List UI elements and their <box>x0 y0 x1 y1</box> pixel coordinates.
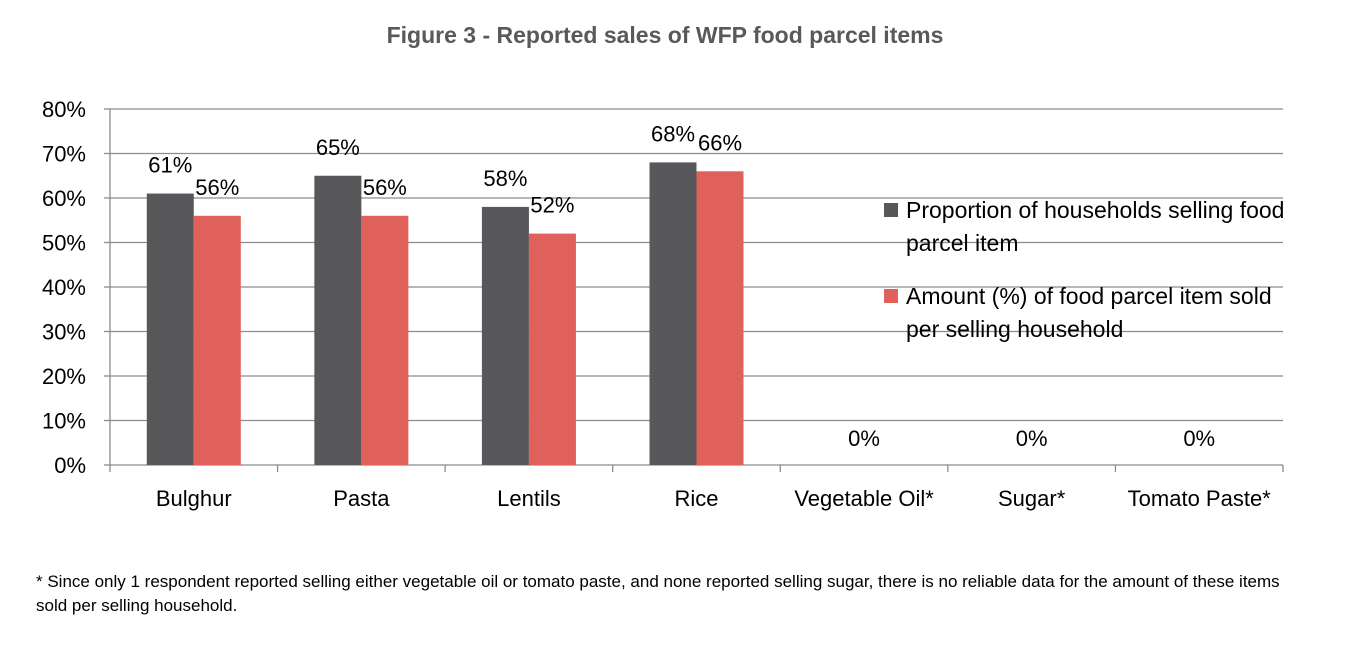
y-tick-label: 40% <box>42 275 86 300</box>
bar <box>146 193 194 466</box>
legend-item-amount: Amount (%) of food parcel item sold per … <box>884 280 1294 346</box>
data-label: 0% <box>848 426 880 451</box>
y-tick-label: 50% <box>42 231 86 256</box>
bar <box>528 233 576 465</box>
legend-label-households: Proportion of households selling food pa… <box>906 197 1285 256</box>
data-label: 65% <box>316 135 360 160</box>
data-label: 0% <box>1183 426 1215 451</box>
bar <box>314 175 362 465</box>
y-tick-label: 60% <box>42 186 86 211</box>
data-label: 56% <box>195 175 239 200</box>
bars <box>146 162 744 466</box>
x-tick-label: Tomato Paste* <box>1128 486 1272 511</box>
data-label: 56% <box>363 175 407 200</box>
x-tick-label: Lentils <box>497 486 561 511</box>
y-tick-label: 70% <box>42 142 86 167</box>
legend-item-households: Proportion of households selling food pa… <box>884 194 1294 260</box>
legend-label-amount: Amount (%) of food parcel item sold per … <box>906 283 1272 342</box>
data-labels: 61%56%65%56% 58%52%68% 66%0% 0% 0% <box>148 121 1215 451</box>
chart-title: Figure 3 - Reported sales of WFP food pa… <box>386 22 944 48</box>
data-label: 58% <box>483 166 527 191</box>
data-label: 66% <box>698 130 742 155</box>
y-tick-label: 20% <box>42 364 86 389</box>
data-label: 0% <box>1016 426 1048 451</box>
data-label: 52% <box>530 193 574 218</box>
y-tick-label: 30% <box>42 320 86 345</box>
x-tick-label: Pasta <box>333 486 390 511</box>
x-tick-label: Rice <box>674 486 718 511</box>
y-tick-label: 10% <box>42 409 86 434</box>
bar-chart: 0% 10% 20% 30% 40% 50% 60% 70% 80% Bulghur Pasta Le… <box>42 97 1284 511</box>
x-tick-label: Sugar* <box>998 486 1066 511</box>
bar <box>696 171 744 466</box>
footnote: * Since only 1 respondent reported selli… <box>36 572 1280 615</box>
data-label: 68% <box>651 121 695 146</box>
bar <box>649 162 697 465</box>
axes: 0% 10% 20% 30% 40% 50% 60% 70% 80% Bulghur Pasta Le… <box>42 97 1284 511</box>
data-label: 61% <box>148 153 192 178</box>
legend-swatch-households <box>884 203 898 217</box>
legend: Proportion of households selling food pa… <box>884 194 1294 366</box>
bar <box>193 215 241 465</box>
x-tick-label: Bulghur <box>156 486 232 511</box>
bar <box>361 215 409 465</box>
y-tick-label: 80% <box>42 97 86 122</box>
y-tick-label: 0% <box>54 453 86 478</box>
x-tick-label: Vegetable Oil* <box>794 486 934 511</box>
legend-swatch-amount <box>884 289 898 303</box>
bar <box>481 206 529 465</box>
